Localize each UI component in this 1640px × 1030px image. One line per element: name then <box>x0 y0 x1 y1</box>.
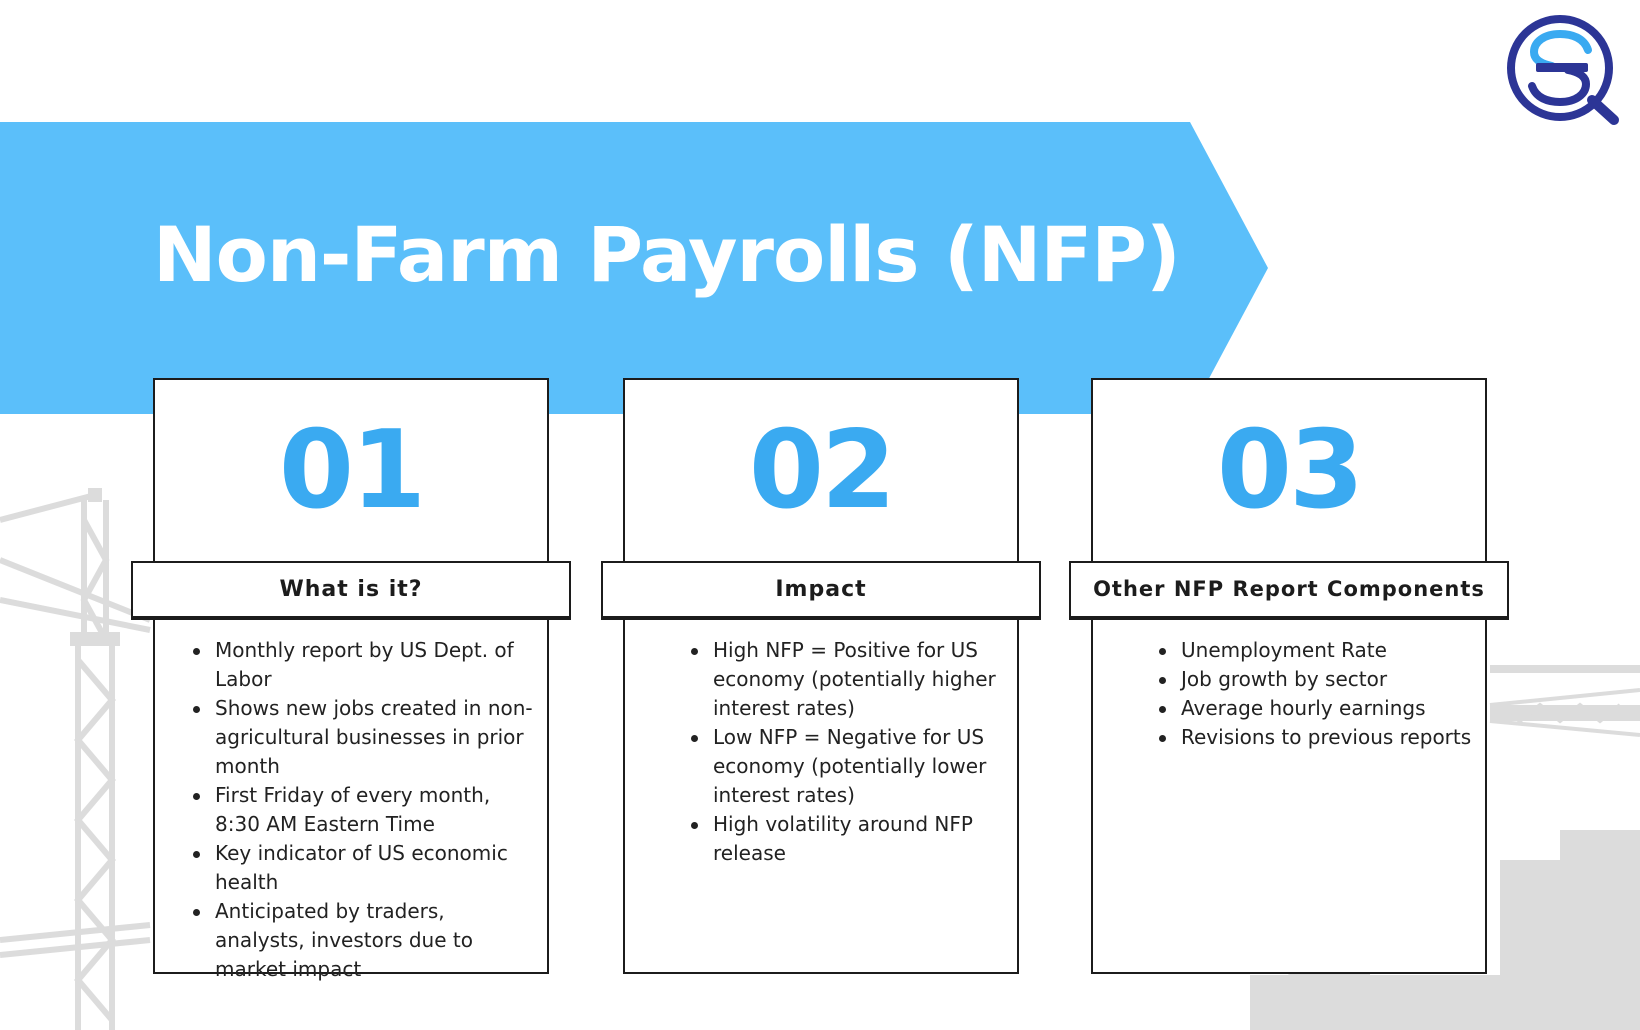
bullet-item: First Friday of every month, 8:30 AM Eas… <box>191 781 536 839</box>
bullet-item: Unemployment Rate <box>1157 636 1477 665</box>
bullet-item: Shows new jobs created in non-agricultur… <box>191 694 536 781</box>
bullet-item: High NFP = Positive for US economy (pote… <box>689 636 1009 723</box>
card-number: 02 <box>748 408 896 533</box>
card-heading: Other NFP Report Components <box>1069 561 1509 618</box>
card-box <box>623 378 1019 974</box>
title-banner <box>0 122 1270 414</box>
card-box <box>1091 378 1487 974</box>
bullet-item: Low NFP = Negative for US economy (poten… <box>689 723 1009 810</box>
page-title: Non-Farm Payrolls (NFP) <box>153 210 1181 299</box>
card-heading: What is it? <box>131 561 571 618</box>
bullet-item: Monthly report by US Dept. of Labor <box>191 636 536 694</box>
card-number: 01 <box>278 408 426 533</box>
banner-arrow-shape <box>0 122 1268 414</box>
card-other-components: 03 Other NFP Report Components Unemploym… <box>1069 378 1509 974</box>
card-bullet-list: Unemployment Rate Job growth by sector A… <box>1157 636 1477 752</box>
card-bullet-list: High NFP = Positive for US economy (pote… <box>689 636 1009 868</box>
bullet-item: Revisions to previous reports <box>1157 723 1477 752</box>
bullet-item: Job growth by sector <box>1157 665 1477 694</box>
card-box <box>153 378 549 974</box>
bullet-item: Average hourly earnings <box>1157 694 1477 723</box>
card-heading: Impact <box>601 561 1041 618</box>
card-impact: 02 Impact High NFP = Positive for US eco… <box>601 378 1041 974</box>
sq-magnifier-logo <box>1507 15 1619 125</box>
bullet-item: Anticipated by traders, analysts, invest… <box>191 897 536 984</box>
card-what-is-it: 01 What is it? Monthly report by US Dept… <box>131 378 571 981</box>
card-bullet-list: Monthly report by US Dept. of Labor Show… <box>191 636 536 984</box>
card-number: 03 <box>1216 408 1364 533</box>
bullet-item: Key indicator of US economic health <box>191 839 536 897</box>
bullet-item: High volatility around NFP release <box>689 810 1009 868</box>
